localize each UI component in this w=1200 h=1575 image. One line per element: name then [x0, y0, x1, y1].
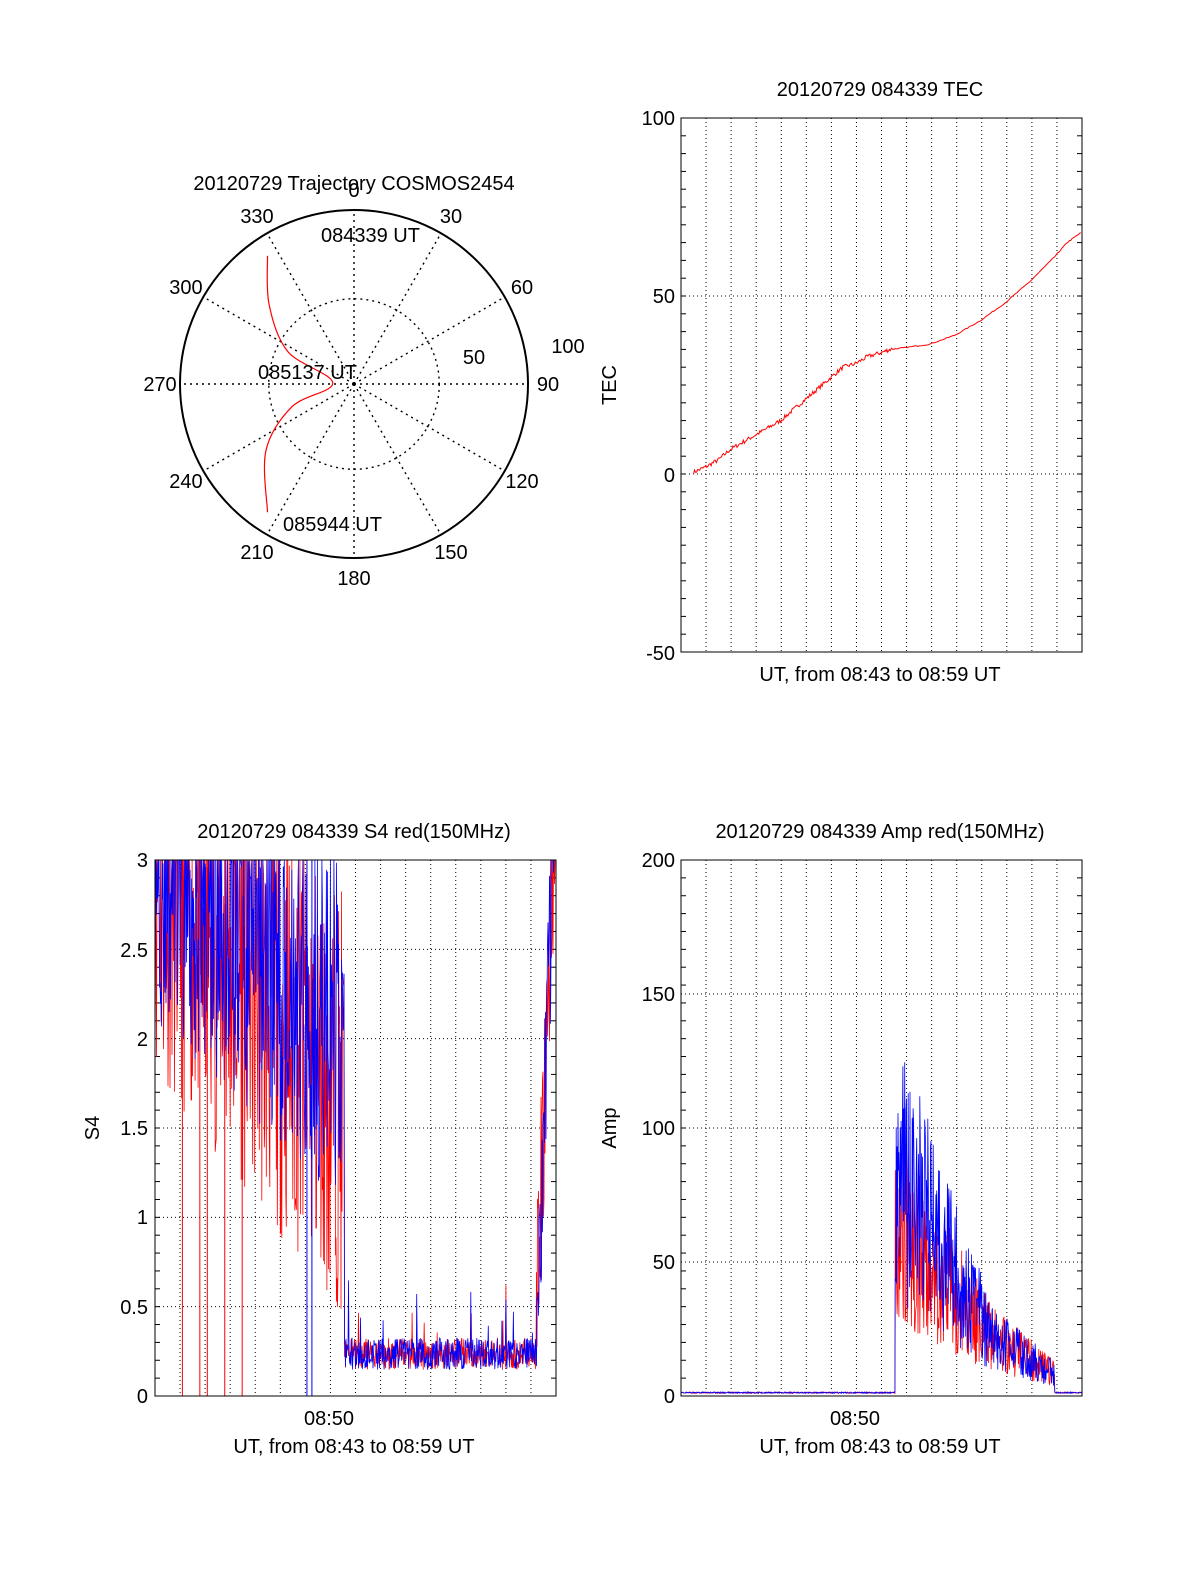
s4-title: 20120729 084339 S4 red(150MHz) [197, 821, 511, 843]
polar-spoke [202, 383, 355, 472]
amp-ytick-150: 150 [642, 984, 675, 1006]
polar-spoke [353, 232, 442, 385]
polar-title: 20120729 Trajectory COSMOS2454 [193, 173, 514, 195]
polar-angle-label: 0 [348, 180, 359, 202]
amp-axes-frame [680, 859, 1083, 1397]
s4-ytick-3: 3 [137, 850, 148, 872]
amp-line-blue [680, 1062, 1083, 1395]
polar-angle-label: 120 [505, 471, 538, 493]
polar-end-label: 085944 UT [283, 514, 382, 536]
amp-ytick-50: 50 [653, 1252, 675, 1274]
tec-title: 20120729 084339 TEC [777, 79, 983, 101]
s4-xtick-0850: 08:50 [304, 1408, 354, 1430]
amp-xtick-0850: 08:50 [830, 1408, 880, 1430]
polar-trajectory-line [263, 255, 334, 513]
tec-ytick-minus50: -50 [646, 643, 675, 665]
polar-spoke [353, 383, 442, 536]
polar-plot: 20120729 Trajectory COSMOS2454 0 30 60 90 12… [143, 173, 584, 590]
s4-series [154, 858, 556, 1396]
s4-ylabel: S4 [82, 1116, 104, 1140]
amp-ytick-0: 0 [664, 1386, 675, 1408]
amp-ylabel: Amp [599, 1107, 621, 1148]
tec-ylabel: TEC [599, 365, 621, 405]
amp-grid [681, 859, 1082, 1397]
polar-angle-label: 90 [537, 374, 559, 396]
polar-spoke [266, 383, 355, 536]
s4-line-blue [154, 858, 556, 1371]
polar-angle-label: 30 [440, 206, 462, 228]
polar-outer-circle [179, 209, 529, 559]
polar-grid [180, 210, 528, 558]
polar-angle-label: 150 [434, 542, 467, 564]
tec-xlabel: UT, from 08:43 to 08:59 UT [759, 664, 1000, 686]
tec-ytick-100: 100 [642, 108, 675, 130]
amp-title: 20120729 084339 Amp red(150MHz) [715, 821, 1044, 843]
amp-ytick-100: 100 [642, 1118, 675, 1140]
polar-angle-label: 180 [337, 568, 370, 590]
polar-start-label: 084339 UT [321, 225, 420, 247]
polar-radial-label-50: 50 [463, 347, 485, 369]
s4-ytick-0: 0 [137, 1386, 148, 1408]
s4-plot: 20120729 084339 S4 red(150MHz) 3 2.5 2 1… [82, 821, 557, 1458]
polar-spoke [353, 296, 506, 385]
amp-series [680, 1062, 1083, 1395]
polar-angle-labels: 0 30 60 90 120 150 180 210 240 270 300 330 [143, 180, 559, 590]
tec-ytick-50: 50 [653, 286, 675, 308]
polar-spoke [266, 232, 355, 385]
tec-ytick-0: 0 [664, 465, 675, 487]
polar-spoke [353, 383, 506, 472]
s4-xlabel: UT, from 08:43 to 08:59 UT [233, 1436, 474, 1458]
amp-plot: 20120729 084339 Amp red(150MHz) 200 150 … [599, 821, 1083, 1458]
polar-angle-label: 330 [240, 206, 273, 228]
s4-ytick-2: 2 [137, 1029, 148, 1051]
tec-axes-frame [680, 117, 1083, 653]
amp-ytick-200: 200 [642, 850, 675, 872]
polar-angle-label: 270 [143, 374, 176, 396]
s4-ytick-2-5: 2.5 [120, 940, 148, 962]
tec-grid [681, 117, 1082, 653]
tec-series-line [693, 232, 1082, 475]
s4-axes-frame [154, 859, 557, 1397]
tec-plot: 20120729 084339 TEC 100 50 0 -50 TEC UT,… [599, 79, 1083, 686]
s4-ytick-1: 1 [137, 1207, 148, 1229]
polar-angle-label: 300 [169, 277, 202, 299]
polar-spoke [202, 296, 355, 385]
polar-angle-label: 210 [240, 542, 273, 564]
s4-ytick-0-5: 0.5 [120, 1297, 148, 1319]
polar-mid-label: 085137 UT [258, 362, 357, 384]
polar-inner-circle [268, 298, 440, 470]
polar-angle-label: 240 [169, 471, 202, 493]
polar-angle-label: 60 [511, 277, 533, 299]
amp-xlabel: UT, from 08:43 to 08:59 UT [759, 1436, 1000, 1458]
polar-radial-label-100: 100 [551, 336, 584, 358]
s4-ytick-1-5: 1.5 [120, 1118, 148, 1140]
